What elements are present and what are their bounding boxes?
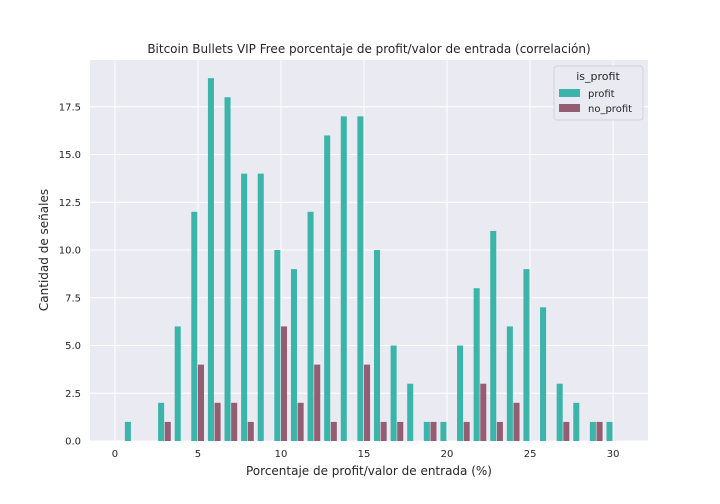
legend-swatch-profit — [559, 89, 580, 97]
bar-profit — [440, 421, 447, 441]
bar-profit — [158, 402, 165, 441]
x-tick-labels: 0 5 10 15 20 25 30 — [112, 449, 620, 460]
bar-profit — [407, 383, 414, 441]
bar-no-profit — [297, 402, 304, 441]
x-tick-label: 15 — [358, 449, 371, 460]
bar-no-profit — [563, 421, 570, 441]
x-tick-label: 10 — [275, 449, 288, 460]
bar-profit — [307, 211, 314, 441]
bar-profit — [257, 173, 264, 441]
bar-profit — [556, 383, 563, 441]
bar-no-profit — [496, 421, 503, 441]
x-axis-label: Porcentaje de profit/valor de entrada (%… — [246, 464, 492, 478]
bars — [124, 78, 613, 442]
legend: is_profit profit no_profit — [553, 65, 644, 121]
bar-no-profit — [314, 364, 321, 441]
bar-no-profit — [513, 402, 520, 441]
bar-no-profit — [596, 421, 603, 441]
bar-profit — [191, 211, 198, 441]
bar-profit — [373, 250, 381, 441]
y-tick-label: 10.0 — [59, 246, 81, 257]
bar-profit — [340, 116, 347, 441]
chart-title: Bitcoin Bullets VIP Free porcentaje de p… — [147, 42, 590, 56]
grid — [90, 60, 648, 442]
bar-no-profit — [164, 421, 171, 441]
y-tick-label: 2.5 — [65, 389, 81, 400]
bar-profit — [390, 345, 397, 441]
legend-label-no-profit: no_profit — [588, 104, 632, 115]
bar-profit — [241, 173, 248, 441]
bar-no-profit — [247, 421, 254, 441]
bar-no-profit — [380, 421, 387, 441]
bar-no-profit — [231, 402, 238, 441]
bar-profit — [124, 421, 131, 441]
bar-profit — [174, 326, 181, 441]
bar-profit — [423, 421, 430, 441]
bar-profit — [606, 421, 613, 441]
y-tick-label: 0.0 — [65, 437, 81, 448]
y-tick-label: 17.5 — [59, 102, 81, 113]
bar-no-profit — [463, 421, 470, 441]
bar-profit — [540, 307, 547, 441]
legend-label-profit: profit — [588, 89, 615, 100]
bar-no-profit — [280, 326, 288, 441]
y-tick-label: 7.5 — [65, 293, 81, 304]
y-axis-label: Cantidad de señales — [37, 189, 51, 311]
y-tick-label: 15.0 — [59, 150, 81, 161]
bar-no-profit — [197, 364, 204, 441]
y-tick-label: 5.0 — [65, 341, 81, 352]
bar-profit — [207, 78, 214, 442]
bar-profit — [573, 402, 580, 441]
x-tick-label: 0 — [112, 449, 118, 460]
bar-profit — [523, 269, 530, 441]
x-tick-label: 30 — [607, 449, 620, 460]
legend-swatch-no-profit — [559, 104, 580, 112]
bar-no-profit — [480, 383, 487, 441]
bar-profit — [357, 116, 364, 441]
bar-profit — [324, 135, 331, 441]
bar-profit — [589, 421, 596, 441]
x-tick-label: 5 — [195, 449, 201, 460]
bar-no-profit — [430, 421, 437, 441]
bar-profit — [490, 230, 497, 441]
bar-profit — [506, 326, 513, 441]
bar-profit — [224, 97, 231, 441]
bar-profit — [290, 269, 297, 441]
x-tick-label: 20 — [441, 449, 454, 460]
x-tick-label: 25 — [524, 449, 537, 460]
bar-no-profit — [214, 402, 221, 441]
y-tick-labels: 0.0 2.5 5.0 7.5 10.0 12.5 15.0 17.5 — [59, 102, 81, 447]
bar-no-profit — [330, 421, 337, 441]
legend-title: is_profit — [576, 70, 620, 83]
bar-profit — [457, 345, 464, 441]
y-tick-label: 12.5 — [59, 198, 81, 209]
bar-no-profit — [364, 364, 371, 441]
bar-no-profit — [397, 421, 404, 441]
bar-profit — [473, 288, 480, 441]
bar-profit — [274, 250, 281, 441]
